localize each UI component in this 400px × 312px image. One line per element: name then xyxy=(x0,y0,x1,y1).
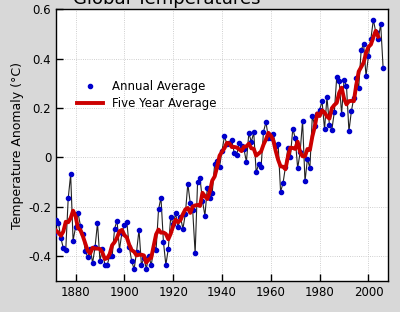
Annual Average xyxy=(12,222,17,225)
Annual Average xyxy=(0,248,5,252)
Five Year Average xyxy=(315,111,320,115)
Five Year Average xyxy=(5,236,10,240)
Legend: Annual Average, Five Year Average: Annual Average, Five Year Average xyxy=(72,75,221,115)
Five Year Average xyxy=(361,61,366,65)
Annual Average xyxy=(381,66,386,70)
Five Year Average xyxy=(171,224,176,228)
Y-axis label: Temperature Anomaly (°C): Temperature Anomaly (°C) xyxy=(11,61,24,229)
Annual Average xyxy=(222,134,227,138)
Line: Five Year Average: Five Year Average xyxy=(7,31,378,262)
Five Year Average xyxy=(376,35,381,38)
Annual Average xyxy=(20,267,24,271)
Line: Annual Average: Annual Average xyxy=(0,18,385,291)
Five Year Average xyxy=(29,255,34,259)
Annual Average xyxy=(371,18,376,22)
Annual Average xyxy=(310,114,315,118)
Annual Average xyxy=(29,288,34,291)
Annual Average xyxy=(105,263,110,267)
Five Year Average xyxy=(144,261,149,264)
Five Year Average xyxy=(54,229,58,232)
Five Year Average xyxy=(268,134,273,138)
Text: Global Temperatures: Global Temperatures xyxy=(73,0,260,8)
Five Year Average xyxy=(373,29,378,33)
Annual Average xyxy=(144,267,149,271)
